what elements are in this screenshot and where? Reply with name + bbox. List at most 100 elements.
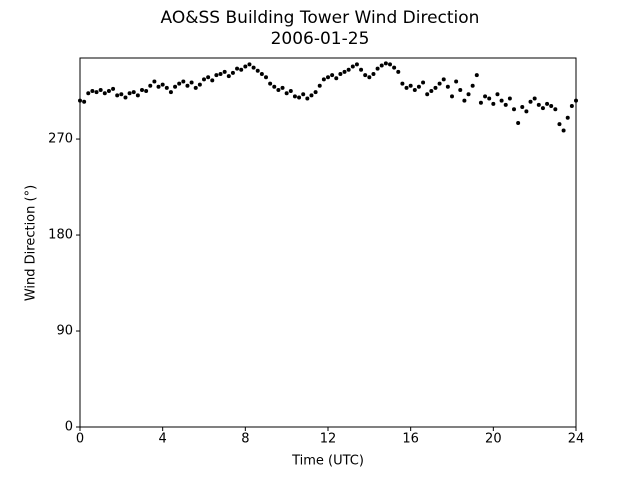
point [305,96,310,101]
point [396,69,401,74]
x-tick-label: 4 [159,432,167,447]
point [292,94,297,99]
point [433,85,438,90]
point [512,107,516,112]
point [135,93,140,98]
point [371,71,376,76]
point [330,73,335,78]
point [470,83,475,88]
point [491,101,496,106]
point [173,84,178,89]
point [437,81,442,86]
point [268,81,273,86]
point [189,80,194,85]
point [218,71,223,76]
point [540,106,545,111]
point [98,87,103,92]
point [520,105,525,110]
point [342,69,347,74]
point [549,103,554,108]
point [416,84,421,89]
x-axis-label: Time (UTC) [291,454,364,469]
point [94,90,99,95]
point [528,99,533,104]
point [226,74,231,79]
point [131,90,136,95]
point [210,78,215,83]
point [264,75,268,80]
chart-subtitle: 2006-01-25 [271,29,370,49]
point [553,107,558,112]
y-axis-label: Wind Direction (°) [24,185,39,301]
point [557,122,562,127]
point [454,79,459,84]
point [206,75,211,80]
point [123,95,128,100]
point [450,94,454,99]
point [255,68,260,73]
point [313,90,318,95]
point [354,62,359,67]
point [326,75,330,80]
point [499,98,504,103]
y-tick-label: 180 [48,228,73,243]
x-tick-label: 0 [76,432,84,447]
x-tick-label: 20 [485,432,502,447]
point [272,84,277,89]
point [458,87,463,92]
point [400,81,405,86]
point [106,89,111,94]
point [276,87,281,92]
point [524,109,529,114]
y-tick-label: 270 [48,132,73,147]
point [90,89,95,94]
point [78,98,82,103]
point [148,83,153,88]
point [474,73,479,78]
point [230,70,235,75]
point [127,91,132,96]
point [239,67,244,72]
point [247,62,252,67]
point [478,100,483,105]
point [202,77,206,82]
point [359,67,364,72]
point [152,79,157,84]
point [545,101,550,106]
point [222,69,227,74]
point [102,91,107,96]
point [507,96,512,101]
point [309,93,314,98]
point [284,91,289,96]
point [346,67,351,72]
point [379,63,384,68]
point [425,92,430,97]
point [317,83,322,88]
x-tick-label: 8 [241,432,249,447]
point [185,83,190,88]
point [140,87,144,92]
point [197,82,202,87]
point [164,85,169,90]
x-tick-label: 12 [320,432,337,447]
point [483,94,488,99]
point [243,64,248,69]
point [168,90,173,95]
point [235,66,240,71]
point [375,66,380,71]
point [177,81,182,86]
point [321,77,326,82]
point [532,96,537,101]
point [404,85,409,90]
point [156,84,161,89]
point [259,71,264,76]
point [441,77,446,82]
point [115,93,120,98]
point [111,86,116,91]
point [301,92,306,97]
point [487,96,492,101]
point [383,61,388,66]
point [429,89,434,94]
point [193,85,198,90]
